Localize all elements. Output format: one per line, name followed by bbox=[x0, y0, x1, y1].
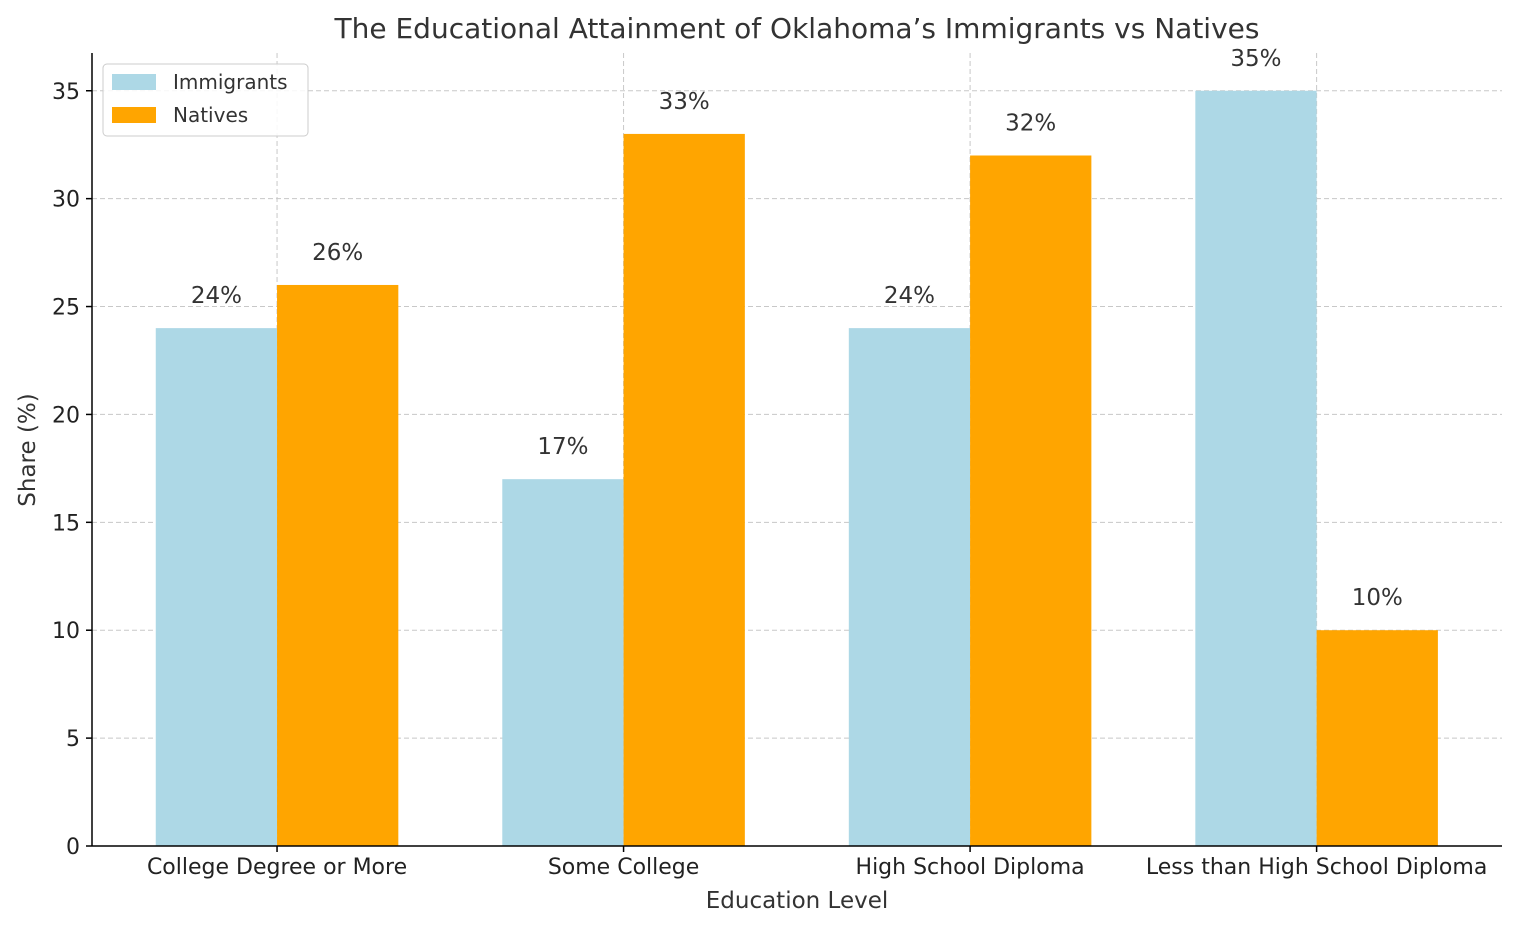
y-tick-label: 20 bbox=[52, 403, 80, 428]
data-label: 32% bbox=[1005, 110, 1056, 136]
data-label: 33% bbox=[659, 89, 710, 115]
data-label: 17% bbox=[537, 434, 588, 460]
bar-immigrants bbox=[502, 479, 624, 846]
legend-swatch-natives bbox=[112, 107, 156, 123]
data-label: 10% bbox=[1352, 585, 1403, 611]
data-label: 35% bbox=[1230, 46, 1281, 72]
y-axis-label: Share (%) bbox=[15, 393, 41, 506]
x-tick-label: High School Diploma bbox=[856, 855, 1085, 880]
axes: 0 5 10 15 20 25 30 35 College Degree or More Some… bbox=[52, 53, 1502, 880]
legend-label-natives: Natives bbox=[173, 103, 248, 127]
bar-natives bbox=[623, 133, 745, 847]
legend-swatch-immigrants bbox=[112, 74, 156, 90]
x-axis-label: Education Level bbox=[706, 888, 889, 914]
legend-label-immigrants: Immigrants bbox=[173, 70, 288, 94]
legend: Immigrants Natives bbox=[102, 63, 309, 137]
x-tick-label: Less than High School Diploma bbox=[1146, 855, 1487, 880]
y-tick-label: 30 bbox=[52, 188, 80, 213]
y-tick-label: 10 bbox=[52, 619, 80, 644]
bar-natives bbox=[1316, 630, 1438, 846]
data-labels: 24% 17% 24% 35% 26% 33% 32% 10% bbox=[191, 46, 1403, 611]
y-tick-label: 35 bbox=[52, 80, 80, 105]
y-tick-label: 0 bbox=[66, 835, 80, 860]
bar-immigrants bbox=[1195, 90, 1317, 846]
bar-immigrants bbox=[155, 328, 278, 846]
y-tick-label: 5 bbox=[66, 727, 80, 752]
x-tick-label: College Degree or More bbox=[147, 855, 407, 880]
bar-immigrants bbox=[848, 328, 971, 846]
data-label: 24% bbox=[884, 283, 935, 309]
x-tick-label: Some College bbox=[548, 855, 699, 880]
bars bbox=[155, 90, 1438, 847]
data-label: 26% bbox=[312, 240, 363, 266]
y-tick-label: 15 bbox=[52, 511, 80, 536]
data-label: 24% bbox=[191, 283, 242, 309]
bar-natives bbox=[970, 155, 1092, 847]
chart-title: The Educational Attainment of Oklahoma’s… bbox=[334, 12, 1260, 45]
bar-natives bbox=[277, 284, 399, 847]
y-tick-label: 25 bbox=[52, 296, 80, 321]
